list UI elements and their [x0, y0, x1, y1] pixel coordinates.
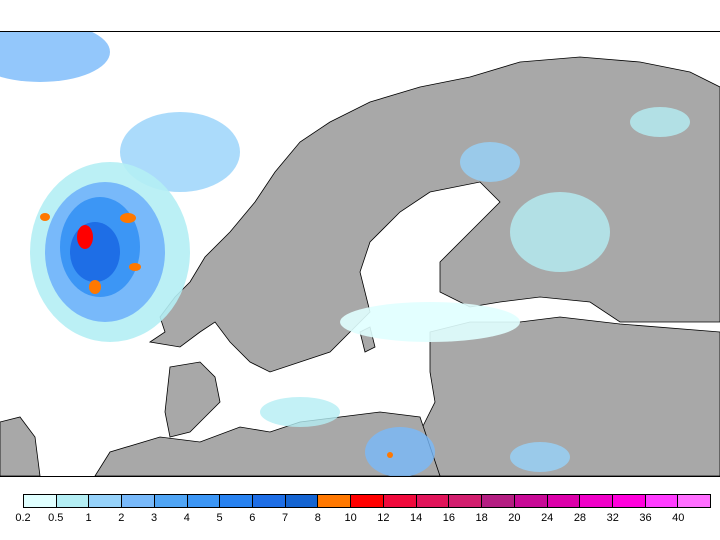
color-legend: [23, 494, 711, 508]
legend-label: 36: [639, 512, 652, 524]
land: [0, 56, 720, 477]
legend-label: 24: [541, 512, 554, 524]
legend-swatch: [187, 495, 221, 507]
legend-swatch: [514, 495, 548, 507]
legend-swatch: [122, 495, 155, 507]
legend-label: 6: [249, 512, 256, 524]
legend-label: 40: [672, 512, 685, 524]
uk-land: [0, 416, 41, 477]
precipitation-areas: [0, 22, 690, 477]
legend-label: 32: [606, 512, 619, 524]
legend-label: 0.2: [15, 512, 31, 524]
legend-label: 1: [85, 512, 92, 524]
legend-swatch: [56, 495, 90, 507]
legend-label: 4: [183, 512, 190, 524]
legend-label: 18: [475, 512, 488, 524]
legend-swatch: [253, 495, 286, 507]
legend-swatch: [154, 495, 188, 507]
map-canvas: [0, 22, 720, 477]
legend-swatch: [449, 495, 483, 507]
legend-swatch: [220, 495, 254, 507]
legend-label: 16: [442, 512, 456, 524]
legend-swatch: [285, 495, 319, 507]
legend-swatch: [24, 495, 57, 507]
legend-label: 8: [314, 512, 321, 524]
legend-label: 20: [508, 512, 521, 524]
legend-label: 5: [216, 512, 223, 524]
denmark-land: [164, 361, 221, 438]
precipitation-map: [0, 22, 720, 477]
legend-swatch: [89, 495, 123, 507]
legend-swatch: [645, 495, 679, 507]
legend-swatch: [351, 495, 384, 507]
legend-label: 14: [410, 512, 423, 524]
legend-label: 12: [377, 512, 390, 524]
central-europe-land: [94, 411, 441, 477]
legend-label: 7: [282, 512, 289, 524]
legend-swatch: [580, 495, 613, 507]
legend-swatch: [416, 495, 450, 507]
legend-swatch: [612, 495, 646, 507]
legend-swatch: [678, 495, 711, 507]
legend-swatch: [482, 495, 515, 507]
legend-label: 28: [573, 512, 587, 524]
legend-swatch: [383, 495, 417, 507]
scandinavia-land: [148, 56, 720, 373]
legend-label: 10: [344, 512, 357, 524]
legend-labels: 0.2 0.5 1 2 3 4 5 6 7 8 10 12 14 16 18 20 24 28 32 36 40: [15, 512, 711, 526]
legend-swatch: [318, 495, 352, 507]
legend-label: 0.5: [48, 512, 64, 524]
finland-gulf-south-land: [419, 316, 720, 477]
legend-label: 3: [150, 512, 158, 524]
legend-label: 2: [118, 512, 125, 524]
legend-swatch: [547, 495, 581, 507]
